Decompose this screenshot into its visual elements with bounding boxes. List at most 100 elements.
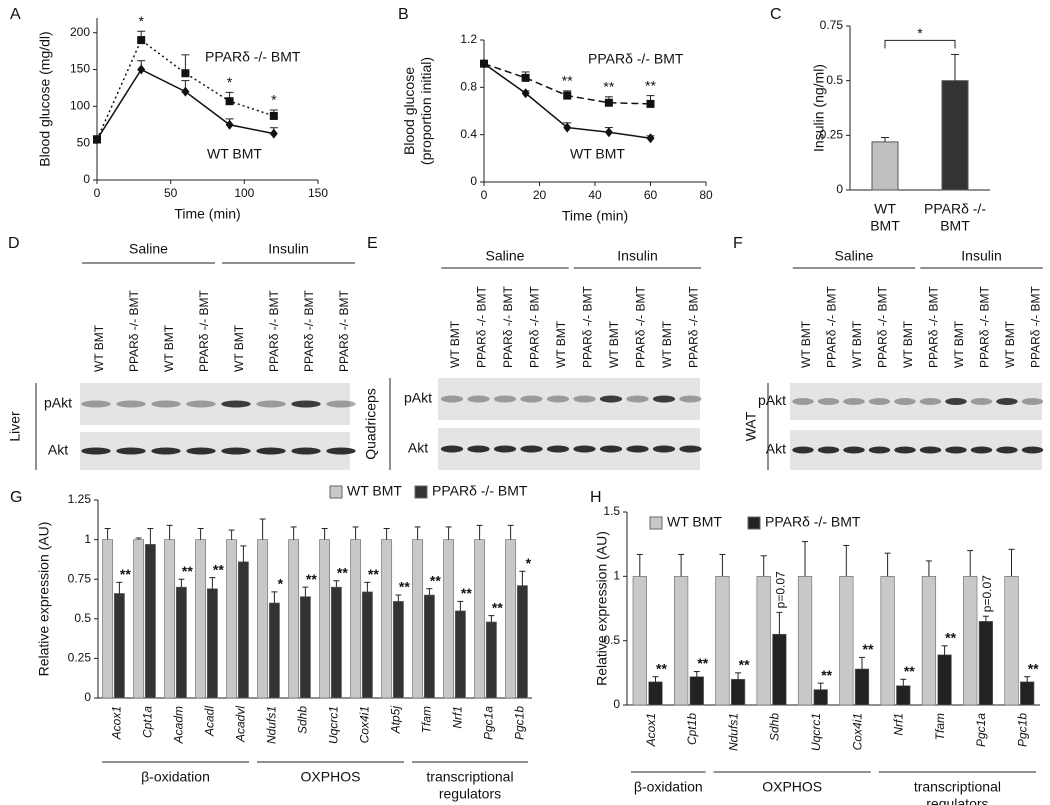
- blot-band: [652, 445, 676, 453]
- x-tick-label: Acadl: [203, 706, 217, 737]
- significance: **: [368, 566, 379, 582]
- significance: *: [227, 74, 233, 90]
- x-tick-label: Cox4i1: [358, 706, 372, 743]
- blot-band: [970, 398, 993, 405]
- y-tick-label: 0.25: [68, 651, 92, 665]
- blot-band: [868, 398, 891, 405]
- significance: *: [526, 555, 532, 571]
- panel-label: A: [10, 6, 21, 23]
- y-tick-label: 0.5: [74, 611, 91, 625]
- y-tick-label: 200: [70, 25, 90, 39]
- legend-swatch: [649, 516, 663, 530]
- y-axis-label: Blood glucose: [401, 67, 417, 155]
- x-tick-label: 20: [533, 188, 547, 202]
- y-tick-label: 0.25: [820, 128, 844, 142]
- blot-band: [679, 445, 702, 453]
- lane-label: WT BMT: [607, 320, 621, 368]
- blot-band: [970, 446, 993, 454]
- x-tick-label: Nrf1: [892, 713, 906, 736]
- x-tick-label: Pgc1a: [482, 706, 496, 740]
- y-axis-label: Relative expression (AU): [36, 522, 52, 677]
- tissue-label: Liver: [7, 411, 23, 442]
- y-axis-label: Relative expression (AU): [594, 531, 610, 686]
- x-tick-label: 0: [94, 186, 101, 200]
- x-tick-label: Acox1: [110, 706, 124, 740]
- bar: [632, 576, 647, 706]
- panel-label: F: [733, 235, 743, 252]
- bar: [797, 576, 813, 706]
- y-axis-label: Blood glucose (mg/dl): [37, 31, 53, 166]
- bar: [412, 539, 424, 699]
- bar: [715, 576, 730, 706]
- blot-band: [256, 400, 286, 408]
- group-label: Insulin: [961, 248, 1001, 264]
- point: [563, 122, 572, 133]
- blot-band: [843, 398, 865, 405]
- bar: [381, 539, 393, 699]
- blot-band: [817, 446, 840, 454]
- y-tick-label: 50: [77, 135, 91, 149]
- series-label: WT BMT: [570, 146, 625, 162]
- panel-label: G: [10, 489, 22, 506]
- lane-label: WT BMT: [952, 320, 966, 368]
- bar: [206, 588, 218, 699]
- y-tick-label: 1: [613, 569, 620, 583]
- legend-swatch: [329, 485, 343, 499]
- x-tick-label: Tfam: [933, 713, 947, 740]
- significance: **: [821, 667, 832, 683]
- significance: **: [603, 79, 614, 95]
- y-tick-label: 1.25: [68, 492, 92, 506]
- bar: [1004, 576, 1019, 706]
- significance: **: [739, 657, 750, 673]
- panel-label: D: [8, 235, 20, 252]
- bar: [144, 544, 156, 699]
- bar: [880, 576, 895, 706]
- blot-band: [894, 446, 916, 454]
- group-label: OXPHOS: [762, 779, 822, 795]
- blot-band: [493, 395, 517, 403]
- y-tick-label: 0.8: [460, 80, 477, 94]
- bar: [361, 591, 373, 699]
- bar: [871, 141, 899, 191]
- point: [225, 119, 234, 130]
- x-tick-label: WT: [874, 201, 896, 217]
- lane-label: PPARδ -/- BMT: [501, 286, 515, 368]
- significance: **: [492, 599, 503, 615]
- bar: [268, 602, 280, 699]
- lane-label: PPARδ -/- BMT: [302, 290, 316, 372]
- blot-band: [151, 447, 181, 455]
- bar: [689, 676, 704, 706]
- point: [181, 86, 190, 97]
- blot-band: [573, 445, 596, 453]
- significance: **: [399, 579, 410, 595]
- bar: [392, 601, 404, 699]
- blot-band: [151, 400, 181, 408]
- significance: **: [904, 663, 915, 679]
- x-tick-label: Pgc1b: [513, 706, 527, 740]
- blot-band: [116, 400, 146, 408]
- x-tick-label: Nrf1: [451, 706, 465, 729]
- point: [646, 133, 655, 144]
- lane-label: PPARδ -/- BMT: [127, 290, 141, 372]
- bar: [195, 539, 207, 699]
- legend-label: PPARδ -/- BMT: [432, 483, 528, 499]
- x-tick-label: Sdhb: [296, 706, 310, 734]
- row-label: pAkt: [44, 395, 72, 411]
- row-label: Akt: [48, 442, 68, 458]
- bar: [164, 539, 176, 699]
- y-tick-label: 150: [70, 62, 90, 76]
- significance: p=0.07: [774, 571, 788, 608]
- bar: [113, 593, 125, 699]
- significance: **: [461, 585, 472, 601]
- blot-band: [843, 446, 865, 454]
- row-label: pAkt: [404, 390, 432, 406]
- blot-band: [817, 398, 840, 405]
- blot-band: [81, 447, 111, 455]
- significance: **: [863, 641, 874, 657]
- significance: **: [182, 563, 193, 579]
- tissue-label: Quadriceps: [363, 388, 379, 460]
- blot-band: [291, 400, 321, 408]
- blot-band: [221, 447, 251, 455]
- point: [604, 127, 613, 138]
- x-tick-label: Cpt1a: [141, 706, 155, 738]
